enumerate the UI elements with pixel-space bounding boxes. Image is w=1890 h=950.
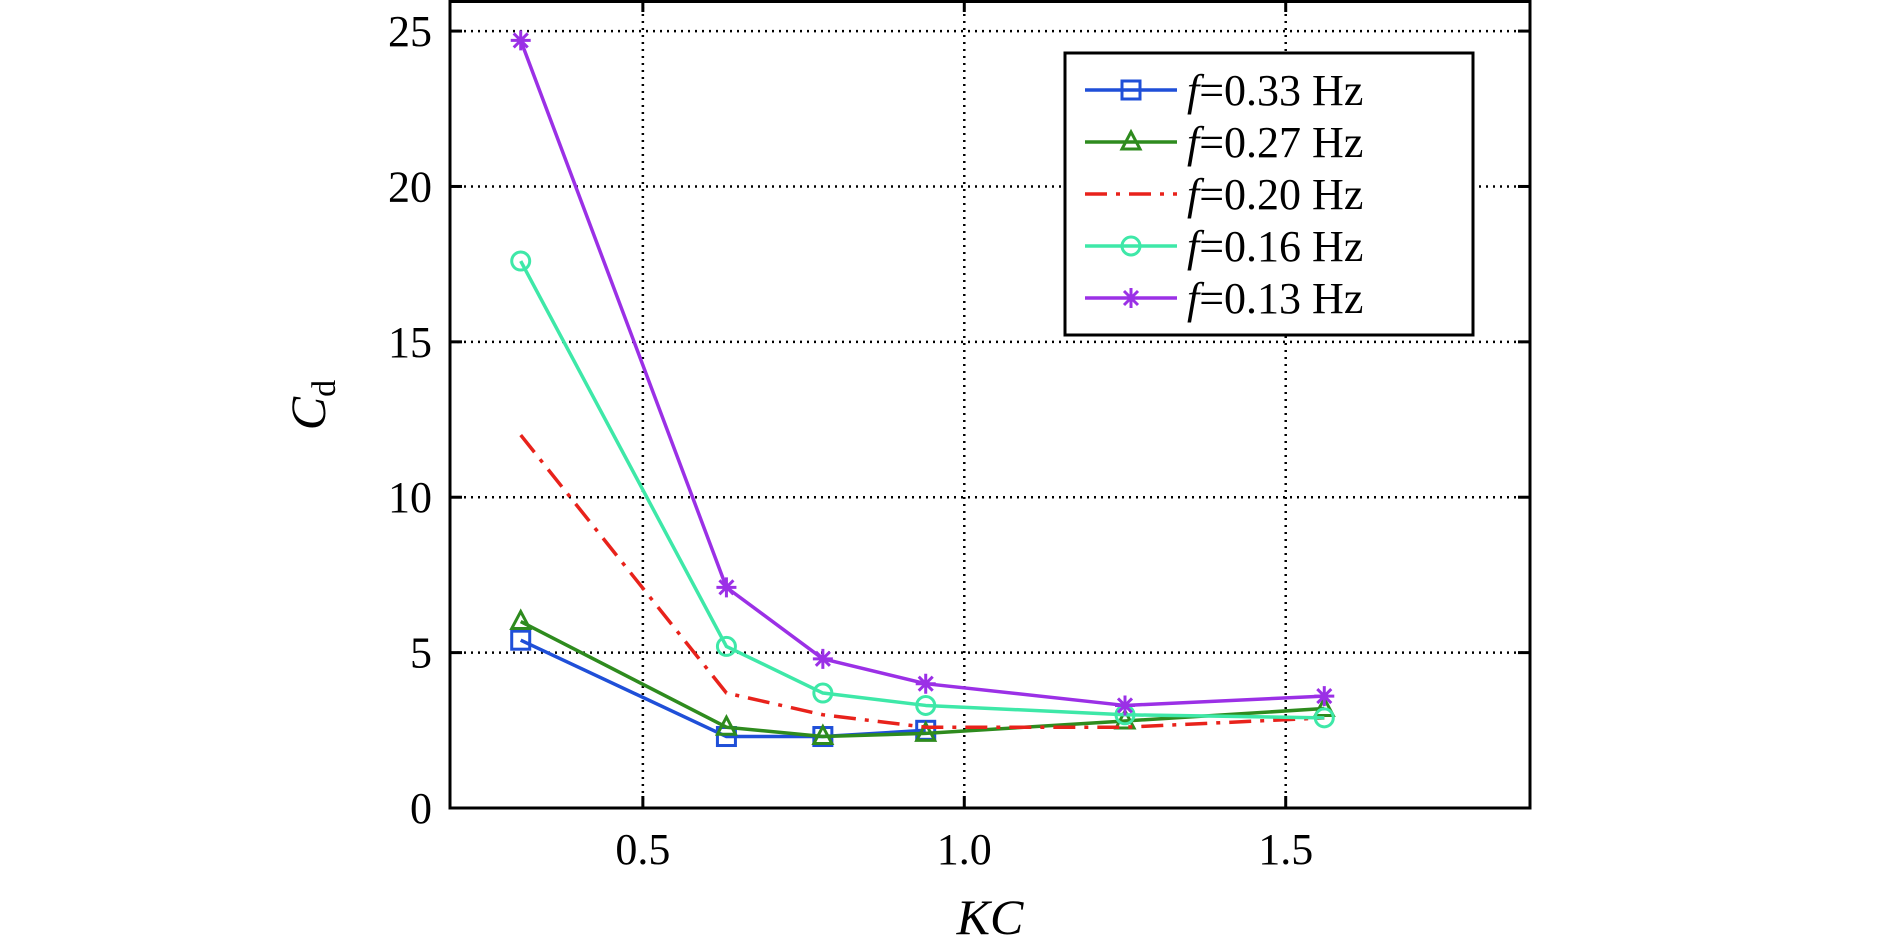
x-tick-label: 0.5	[615, 825, 670, 874]
data-point	[715, 635, 737, 657]
y-tick-label: 5	[410, 629, 432, 678]
series-5	[510, 30, 1335, 716]
data-point	[1313, 707, 1335, 729]
legend-label-value: =0.27 Hz	[1199, 118, 1363, 167]
x-tick-label: 1.5	[1258, 825, 1313, 874]
legend-label: f=0.27 Hz	[1187, 118, 1363, 167]
data-point	[1312, 695, 1336, 718]
legend-marker	[1120, 235, 1142, 257]
series-line	[519, 433, 1325, 729]
legend-label: f=0.20 Hz	[1187, 170, 1363, 219]
legend-item: f=0.13 Hz	[1085, 274, 1363, 323]
y-tick-label: 10	[388, 473, 432, 522]
data-point	[914, 720, 938, 742]
legend: f=0.33 Hzf=0.27 Hzf=0.20 Hzf=0.16 Hzf=0.…	[1063, 51, 1475, 337]
tick-layer: 0.5 1.0 1.5 0 5 10 15 20 25	[388, 0, 1530, 874]
legend-marker	[1120, 79, 1142, 101]
legend-item: f=0.27 Hz	[1085, 118, 1363, 167]
legend-marker	[1119, 128, 1143, 151]
legend-label: f=0.13 Hz	[1187, 274, 1363, 323]
y-tick-label: 15	[388, 318, 432, 367]
data-point	[510, 629, 532, 651]
x-tick-label: 1.0	[937, 825, 992, 874]
y-tick-label: 0	[410, 784, 432, 833]
data-point	[812, 648, 833, 669]
data-point	[1314, 686, 1335, 707]
legend-label-value: =0.13 Hz	[1199, 274, 1363, 323]
series-line	[519, 619, 1325, 739]
y-axis-title: Cd	[280, 380, 343, 430]
data-point	[510, 250, 532, 272]
legend-item: f=0.16 Hz	[1085, 222, 1363, 271]
y-axis-title-main: C	[280, 396, 336, 430]
data-point	[1113, 707, 1137, 730]
data-point	[915, 694, 937, 716]
data-point	[812, 682, 834, 704]
legend-label: f=0.33 Hz	[1187, 66, 1363, 115]
series-3	[519, 433, 1325, 729]
data-point	[510, 30, 531, 51]
legend-label-value: =0.16 Hz	[1199, 222, 1363, 271]
grid-layer	[450, 0, 1530, 808]
data-point	[714, 713, 738, 736]
series-4	[510, 250, 1335, 729]
plot-frame	[448, 0, 1532, 810]
y-tick-label: 20	[388, 162, 432, 211]
data-point	[811, 723, 835, 746]
y-tick-label: 25	[388, 7, 432, 56]
y-axis-title-subscript: d	[306, 380, 343, 397]
data-point	[915, 673, 936, 694]
data-point	[509, 608, 533, 631]
data-point	[716, 577, 737, 598]
series-layer	[509, 30, 1336, 748]
legend-label: f=0.16 Hz	[1187, 222, 1363, 271]
series-line	[519, 260, 1325, 720]
legend-item: f=0.33 Hz	[1085, 66, 1363, 115]
series-line	[519, 39, 1325, 708]
legend-item: f=0.20 Hz	[1085, 170, 1363, 219]
x-axis-title: KC	[956, 889, 1024, 945]
legend-label-value: =0.20 Hz	[1199, 170, 1363, 219]
series-2	[509, 608, 1336, 746]
legend-marker	[1121, 288, 1141, 308]
legend-label-value: =0.33 Hz	[1199, 66, 1363, 115]
data-point	[1115, 695, 1135, 716]
